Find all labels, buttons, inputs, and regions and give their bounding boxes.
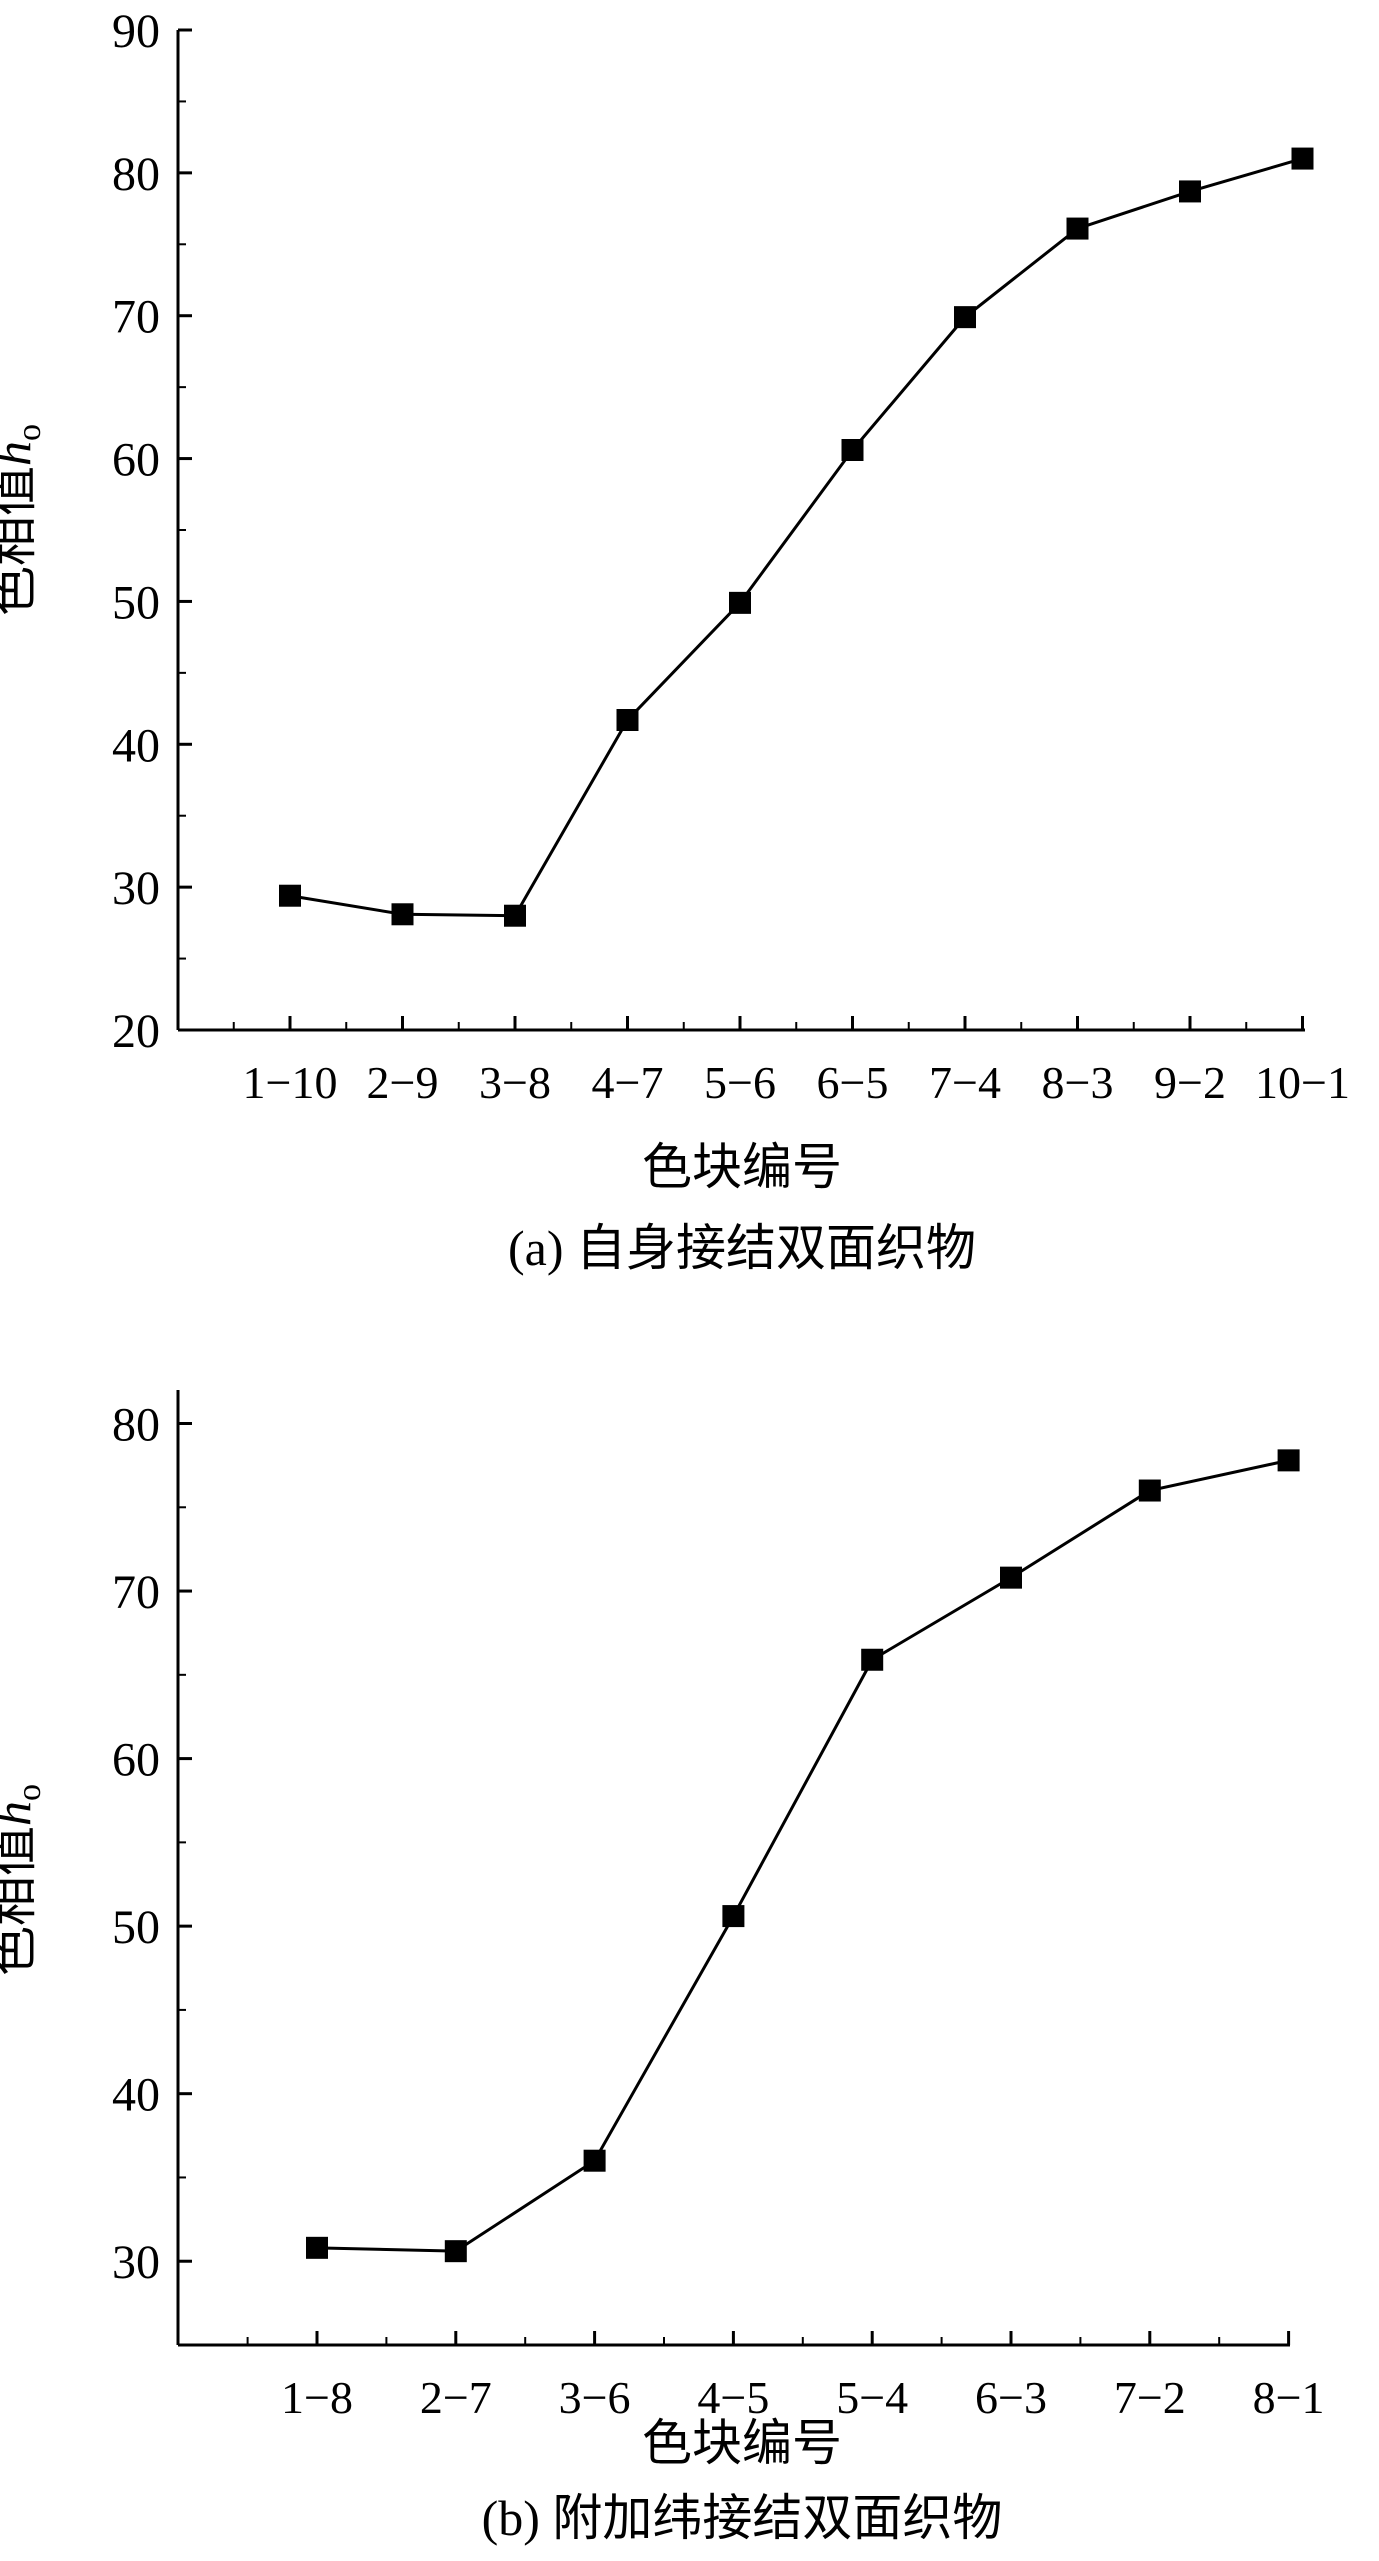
y-tick-label-a-1: 30 (112, 862, 160, 915)
plot-area-b: 30 40 50 60 70 80 1−8 2−7 3−6 4−5 5−4 6−3 7−2 8−1 (112, 1390, 1325, 2423)
y-tick-label-b-5: 80 (112, 1399, 160, 1452)
data-point-b-5 (1000, 1566, 1022, 1589)
x-tick-label-b-1: 2−7 (420, 2372, 492, 2423)
chart-panel-b: 30 40 50 60 70 80 1−8 2−7 3−6 4−5 5−4 6−3 7−2 8−1 色相… (0, 1390, 1325, 2546)
series-a (279, 147, 1314, 927)
caption-a: (a) 自身接结双面织物 (508, 1220, 976, 1276)
x-tick-label-b-0: 1−8 (281, 2372, 353, 2423)
x-tick-label-b-2: 3−6 (559, 2372, 631, 2423)
caption-b: (b) 附加纬接结双面织物 (482, 2490, 1003, 2546)
y-tick-label-b-2: 50 (112, 1901, 160, 1954)
data-point-b-3 (722, 1905, 745, 1928)
data-point-a-8 (1179, 180, 1201, 203)
y-tick-label-b-0: 30 (112, 2236, 160, 2289)
x-tick-label-a-0: 1−10 (243, 1057, 338, 1108)
x-tick-label-b-5: 6−3 (975, 2372, 1047, 2423)
data-point-b-1 (444, 2240, 467, 2263)
x-tick-label-a-4: 5−6 (704, 1057, 776, 1108)
chart-panel-a: 20 30 40 50 60 70 80 90 1−10 2−9 3−8 4−7 5−6 6−5 7−4 8… (0, 5, 1350, 1276)
x-tick-label-a-3: 4−7 (592, 1057, 664, 1108)
x-tick-label-a-8: 9−2 (1154, 1057, 1226, 1108)
data-point-a-0 (279, 884, 301, 907)
series-b (306, 1449, 1300, 2263)
y-ticks-a: 20 30 40 50 60 70 80 90 (112, 5, 192, 1058)
y-axis-label-b: 色相值ho (0, 1784, 48, 1976)
data-point-b-2 (583, 2149, 606, 2172)
y-axis-label-a: 色相值ho (0, 424, 48, 616)
x-ticks-a: 1−10 2−9 3−8 4−7 5−6 6−5 7−4 8−3 9−2 10−1 (232, 1016, 1350, 1108)
y-tick-label-a-5: 70 (112, 291, 160, 344)
y-tick-label-a-2: 40 (112, 719, 160, 772)
x-axis-label-a: 色块编号 (642, 1139, 842, 1195)
data-point-a-6 (954, 306, 976, 329)
data-point-a-5 (841, 439, 864, 461)
x-ticks-b: 1−8 2−7 3−6 4−5 5−4 6−3 7−2 8−1 (246, 2331, 1325, 2423)
y-ticks-b: 30 40 50 60 70 80 (112, 1399, 192, 2289)
y-tick-label-a-0: 20 (112, 1005, 160, 1058)
x-axis-label-b: 色块编号 (642, 2415, 842, 2471)
data-point-a-7 (1066, 217, 1089, 240)
data-point-a-4 (729, 591, 751, 614)
x-tick-label-a-5: 6−5 (817, 1057, 889, 1108)
y-tick-label-b-4: 70 (112, 1566, 160, 1619)
x-tick-label-b-7: 8−1 (1253, 2372, 1325, 2423)
data-point-a-3 (616, 709, 639, 731)
data-point-a-9 (1291, 147, 1314, 170)
x-tick-label-a-2: 3−8 (479, 1057, 551, 1108)
data-point-b-6 (1138, 1479, 1161, 1502)
data-point-b-0 (306, 2236, 328, 2259)
y-tick-label-b-1: 40 (112, 2069, 160, 2122)
x-tick-label-a-1: 2−9 (367, 1057, 439, 1108)
x-tick-label-a-6: 7−4 (929, 1057, 1001, 1108)
x-tick-label-b-4: 5−4 (836, 2372, 908, 2423)
x-tick-label-a-9: 10−1 (1255, 1057, 1350, 1108)
x-tick-label-a-7: 8−3 (1042, 1057, 1114, 1108)
data-point-a-2 (504, 904, 526, 927)
y-tick-label-a-7: 90 (112, 5, 160, 58)
y-tick-label-a-6: 80 (112, 148, 160, 201)
series-line-b-0 (316, 1458, 1289, 2253)
data-point-b-4 (861, 1648, 884, 1671)
x-tick-label-b-6: 7−2 (1114, 2372, 1186, 2423)
series-line-a-0 (289, 157, 1303, 918)
data-point-a-1 (391, 903, 414, 926)
y-tick-label-b-3: 60 (112, 1734, 160, 1787)
plot-area-a: 20 30 40 50 60 70 80 90 1−10 2−9 3−8 4−7 5−6 6−5 7−4 8… (112, 5, 1350, 1108)
data-point-b-7 (1277, 1449, 1300, 1472)
y-tick-label-a-4: 60 (112, 434, 160, 487)
y-tick-label-a-3: 50 (112, 576, 160, 629)
x-tick-label-b-3: 4−5 (697, 2372, 769, 2423)
